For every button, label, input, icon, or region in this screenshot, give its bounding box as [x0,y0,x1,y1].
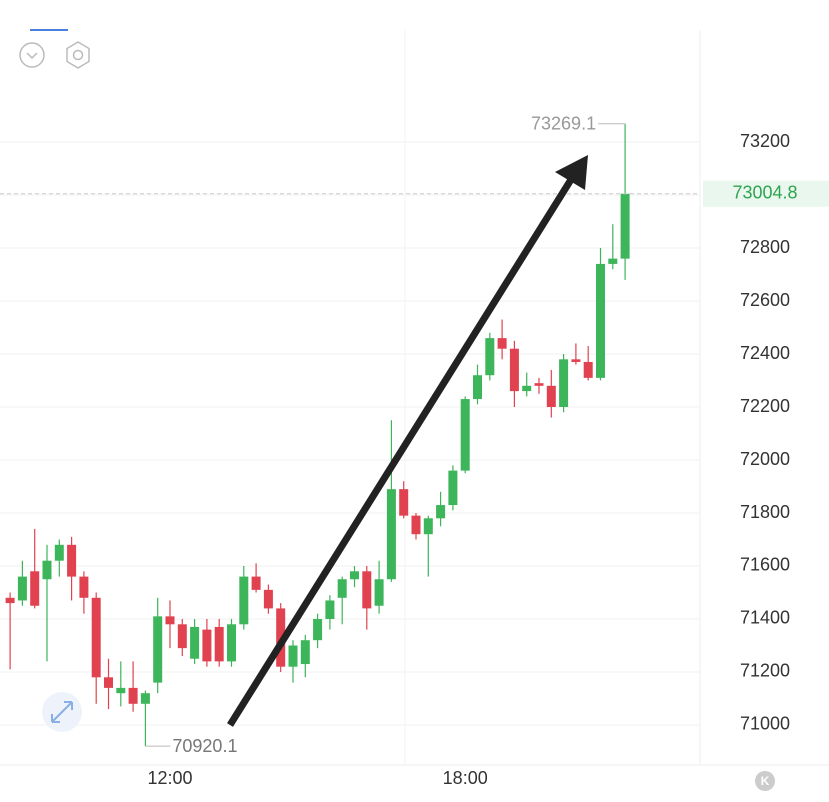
candle-body [362,571,372,609]
candle-body [386,489,396,580]
candle-body [227,624,236,662]
x-tick-label: 12:00 [147,768,192,788]
candle-body [559,359,569,408]
settings-icon[interactable] [66,41,90,69]
candle-body [497,338,507,349]
candle-body [620,193,630,259]
candle-body [104,677,113,688]
y-tick-label: 71200 [740,661,790,681]
candle-body [583,361,593,378]
candle-body [140,693,150,704]
badge: K [761,774,770,788]
high-label: 73269.1 [531,113,596,133]
candle-body [251,576,261,590]
candle-body [460,399,470,471]
candle-body [288,645,298,667]
candle-body [596,263,605,378]
candle-body [30,571,40,606]
low-label: 70920.1 [172,736,237,756]
y-tick-label: 72200 [740,396,790,416]
last-price-label: 73004.8 [732,183,797,203]
candle-body [54,544,64,561]
candle-body [79,576,89,598]
y-tick-label: 72400 [740,343,790,363]
candle-body [42,560,52,580]
candle-body [5,597,15,604]
candle-body [202,629,212,662]
candle-body [423,518,433,535]
candle-body [436,505,446,519]
candle-body [325,600,335,619]
candle-body [263,589,273,609]
settings-icon-center [72,49,84,61]
candle-body [350,571,359,580]
candle-body [485,338,495,376]
candle-body [571,359,581,362]
badge-circle[interactable] [755,771,775,791]
candle-body [190,626,200,659]
candle-body [448,470,458,506]
collapse-icon-chevron [26,52,38,60]
candle-body [374,579,384,606]
candle-body [546,385,556,408]
candle-body [165,616,175,625]
candle-body [608,258,618,264]
y-tick-label: 72800 [740,237,790,257]
candle-body [67,544,77,577]
trend-arrow-head [555,155,588,190]
y-tick-label: 71000 [740,714,790,734]
y-tick-label: 71600 [740,555,790,575]
candle-body [177,624,187,649]
candle-body [473,375,482,400]
candle-body [313,618,323,641]
last-price-box [703,180,829,207]
candle-body [116,687,126,694]
candle-body [17,576,27,601]
candle-body [239,576,249,625]
candle-body [509,348,519,392]
candle-body [153,616,163,683]
candle-body [534,383,544,386]
y-tick-label: 72000 [740,449,790,469]
candle-body [128,687,138,704]
candle-body [522,385,532,392]
candle-body [411,515,421,535]
y-tick-label: 73200 [740,131,790,151]
x-tick-label: 18:00 [443,768,488,788]
candle-body [337,579,347,598]
y-tick-label: 71400 [740,608,790,628]
candle-body [300,640,310,665]
collapse-icon[interactable] [19,42,45,68]
candle-body [214,626,224,662]
y-tick-label: 72600 [740,290,790,310]
trend-arrow [227,176,575,727]
candle-body [91,597,101,678]
expand-icon [51,701,73,723]
candle-body [399,489,409,516]
y-tick-label: 71800 [740,502,790,522]
